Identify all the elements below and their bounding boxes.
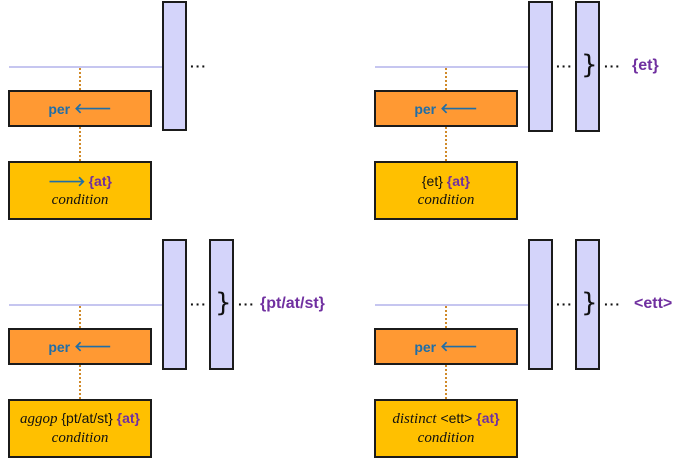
condition-label: condition <box>51 430 109 446</box>
set-label: {at} <box>476 410 500 426</box>
column-bar <box>209 239 234 370</box>
set-label: {at} <box>116 410 140 426</box>
dotted-connector <box>445 127 447 161</box>
dotted-connector <box>445 68 447 90</box>
condition-box: {et} {at} condition <box>374 161 518 220</box>
baseline <box>375 66 528 68</box>
condition-line-1: {et} {at} <box>422 172 470 191</box>
per-label: per <box>414 100 437 117</box>
baseline <box>9 304 162 306</box>
ellipsis: ··· <box>190 58 207 74</box>
dotted-connector <box>79 127 81 161</box>
left-arrow-icon: 🡐 <box>74 338 112 354</box>
brace-icon: } <box>581 288 598 318</box>
brace-icon: } <box>215 288 232 318</box>
per-box: per 🡐 <box>374 328 518 365</box>
column-bar <box>162 239 187 370</box>
baseline <box>9 66 162 68</box>
column-bar <box>528 239 553 370</box>
condition-box: 🡒 {at} condition <box>8 161 152 220</box>
output-label: {et} <box>632 57 659 74</box>
condition-line-1: distinct <ett> {at} <box>392 409 499 429</box>
ellipsis: ··· <box>556 58 573 74</box>
left-arrow-icon: 🡐 <box>74 100 112 116</box>
dotted-connector <box>79 306 81 328</box>
output-label: {pt/at/st} <box>260 295 325 312</box>
operator-label: aggop <box>19 411 58 427</box>
column-bar <box>528 1 553 132</box>
panel-bottom-left: per 🡐 aggop {pt/at/st} {at} condition ··… <box>0 238 347 468</box>
condition-line-1: 🡒 {at} <box>48 172 112 191</box>
condition-line-1: aggop {pt/at/st} {at} <box>20 409 140 429</box>
column-bar <box>575 239 600 370</box>
per-box: per 🡐 <box>374 90 518 127</box>
ellipsis: ··· <box>604 58 621 74</box>
dotted-connector <box>79 365 81 399</box>
ellipsis: ··· <box>238 296 255 312</box>
left-arrow-icon: 🡐 <box>440 338 478 354</box>
column-bar <box>162 1 187 131</box>
dotted-connector <box>445 365 447 399</box>
operator-label: distinct <box>392 411 437 427</box>
per-label: per <box>414 338 437 355</box>
set-prefix: <ett> <box>440 410 473 426</box>
condition-label: condition <box>417 191 475 208</box>
condition-label: condition <box>51 191 109 208</box>
condition-box: aggop {pt/at/st} {at} condition <box>8 399 152 458</box>
panel-top-left: per 🡐 🡒 {at} condition ··· <box>0 0 347 230</box>
output-label: <ett> <box>634 295 673 312</box>
left-arrow-icon: 🡐 <box>440 100 478 116</box>
brace-icon: } <box>581 50 598 80</box>
condition-label: condition <box>417 430 475 446</box>
panel-top-right: per 🡐 {et} {at} condition ··· } ··· {et} <box>366 0 695 230</box>
dotted-connector <box>79 68 81 90</box>
set-label: {at} <box>88 172 112 189</box>
set-prefix: {pt/at/st} <box>61 410 113 426</box>
baseline <box>375 304 528 306</box>
per-label: per <box>48 100 71 117</box>
condition-box: distinct <ett> {at} condition <box>374 399 518 458</box>
right-arrow-icon: 🡒 <box>48 172 86 189</box>
per-box: per 🡐 <box>8 328 152 365</box>
ellipsis: ··· <box>604 296 621 312</box>
ellipsis: ··· <box>190 296 207 312</box>
set-prefix: {et} <box>421 172 443 189</box>
dotted-connector <box>445 306 447 328</box>
column-bar <box>575 1 600 132</box>
per-label: per <box>48 338 71 355</box>
set-label: {at} <box>446 172 471 189</box>
per-box: per 🡐 <box>8 90 152 127</box>
panel-bottom-right: per 🡐 distinct <ett> {at} condition ··· … <box>366 238 695 468</box>
ellipsis: ··· <box>556 296 573 312</box>
